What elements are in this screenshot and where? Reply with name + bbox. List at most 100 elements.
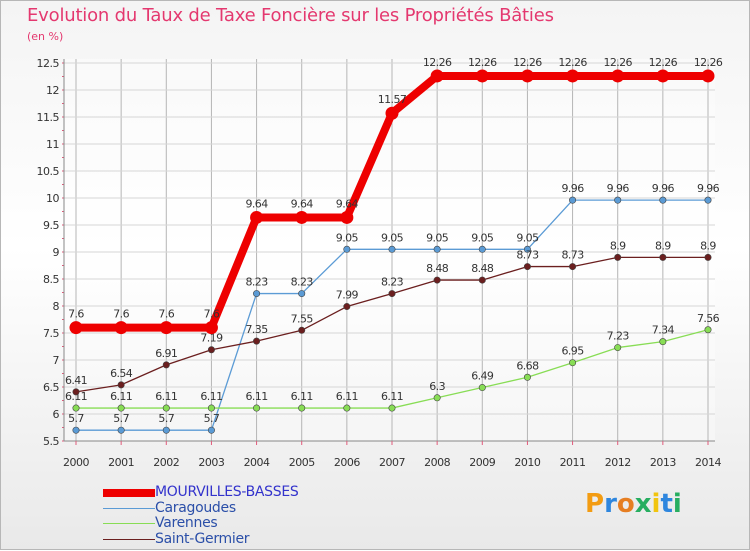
data-point xyxy=(478,245,486,253)
series-varennes: 6.11 6.11 6.11 6.11 6.11 6.11 6.11 6.11 6.3 6.49 6… xyxy=(65,312,720,412)
data-point xyxy=(159,321,173,335)
data-point xyxy=(207,346,215,354)
data-label: 9.64 xyxy=(291,197,314,210)
data-label: 12.26 xyxy=(603,56,632,69)
data-point xyxy=(388,404,396,412)
y-tick-label: 10.5 xyxy=(37,165,60,178)
y-tick-label: 12.5 xyxy=(37,57,60,70)
legend-label: Caragoudes xyxy=(155,499,236,516)
logo-letter: t xyxy=(660,489,673,519)
data-label: 7.6 xyxy=(68,308,84,321)
x-tick-label: 2006 xyxy=(334,456,360,469)
legend-swatch xyxy=(103,538,155,540)
y-tick-label: 10 xyxy=(46,192,59,205)
data-label: 11.57 xyxy=(378,93,407,106)
data-label: 6.41 xyxy=(65,374,87,387)
data-label: 6.91 xyxy=(155,347,177,360)
data-point xyxy=(162,404,170,412)
data-point xyxy=(614,196,622,204)
data-label: 9.64 xyxy=(336,197,359,210)
data-point xyxy=(69,321,83,335)
logo-letter: i xyxy=(651,489,661,519)
data-label: 5.7 xyxy=(204,412,220,425)
logo-letter: x xyxy=(634,489,652,519)
data-label: 9.96 xyxy=(562,182,585,195)
data-point xyxy=(520,69,534,83)
data-label: 6.11 xyxy=(200,390,222,403)
x-tick-label: 2003 xyxy=(198,456,224,469)
data-point xyxy=(523,373,531,381)
x-tick-label: 2005 xyxy=(289,456,315,469)
legend-label: MOURVILLES-BASSES xyxy=(155,484,299,500)
data-label: 12.26 xyxy=(468,56,497,69)
data-point xyxy=(253,337,261,345)
data-point xyxy=(569,196,577,204)
data-label: 6.11 xyxy=(246,390,268,403)
y-tick-label: 6.5 xyxy=(43,381,59,394)
data-label: 7.6 xyxy=(204,308,220,321)
data-label: 8.9 xyxy=(700,239,716,252)
data-point xyxy=(253,290,261,298)
data-point xyxy=(611,69,625,83)
data-point xyxy=(207,426,215,434)
data-point xyxy=(295,210,309,224)
logo-letter: P xyxy=(585,489,605,519)
data-label: 12.26 xyxy=(694,56,723,69)
y-tick-label: 7.5 xyxy=(43,327,59,340)
legend-label: Saint-Germier xyxy=(155,530,250,547)
data-point xyxy=(656,69,670,83)
data-label: 12.26 xyxy=(513,56,542,69)
data-label: 9.64 xyxy=(246,197,269,210)
data-point xyxy=(523,263,531,271)
data-point xyxy=(614,253,622,261)
data-label: 8.73 xyxy=(562,249,585,262)
data-label: 6.11 xyxy=(291,390,313,403)
y-tick-label: 9.5 xyxy=(43,219,59,232)
data-label: 6.11 xyxy=(336,390,358,403)
data-label: 8.23 xyxy=(246,276,269,289)
y-tick-label: 8 xyxy=(53,300,60,313)
x-tick-label: 2001 xyxy=(108,456,134,469)
data-label: 9.96 xyxy=(652,182,675,195)
logo-letter: o xyxy=(616,489,635,519)
data-point xyxy=(72,404,80,412)
data-label: 9.05 xyxy=(381,231,404,244)
data-point xyxy=(701,69,715,83)
data-point xyxy=(659,196,667,204)
data-label: 6.49 xyxy=(471,370,494,383)
data-label: 7.6 xyxy=(113,308,129,321)
data-label: 5.7 xyxy=(158,412,174,425)
data-label: 7.35 xyxy=(246,323,269,336)
x-tick-label: 2002 xyxy=(153,456,179,469)
series-mourvilles-basses: 7.6 7.6 7.6 7.6 9.64 9.64 9.64 11.57 12.26 12.26 1… xyxy=(68,56,723,335)
data-point xyxy=(250,210,264,224)
data-label: 7.56 xyxy=(697,312,720,325)
data-label: 8.48 xyxy=(471,262,494,275)
chart-title: Evolution du Taux de Taxe Foncière sur l… xyxy=(27,5,554,26)
data-point xyxy=(340,210,354,224)
data-label: 8.9 xyxy=(610,239,626,252)
y-tick-label: 9 xyxy=(53,246,60,259)
data-point xyxy=(388,245,396,253)
data-point xyxy=(478,276,486,284)
data-point xyxy=(659,253,667,261)
legend-label: Varennes xyxy=(155,515,218,531)
data-label: 8.48 xyxy=(426,262,449,275)
data-label: 9.05 xyxy=(516,231,539,244)
y-tick-label: 7 xyxy=(53,354,60,367)
x-tick-label: 2012 xyxy=(605,456,631,469)
data-point xyxy=(204,321,218,335)
legend-swatch xyxy=(103,489,155,497)
data-point xyxy=(388,290,396,298)
data-label: 6.54 xyxy=(110,367,133,380)
data-label: 6.11 xyxy=(65,390,87,403)
logo-letter: i xyxy=(672,489,682,519)
data-label: 9.05 xyxy=(426,231,449,244)
data-label: 6.68 xyxy=(516,359,539,372)
data-point xyxy=(298,326,306,334)
data-point xyxy=(430,69,444,83)
data-point xyxy=(162,361,170,369)
data-point xyxy=(117,381,125,389)
